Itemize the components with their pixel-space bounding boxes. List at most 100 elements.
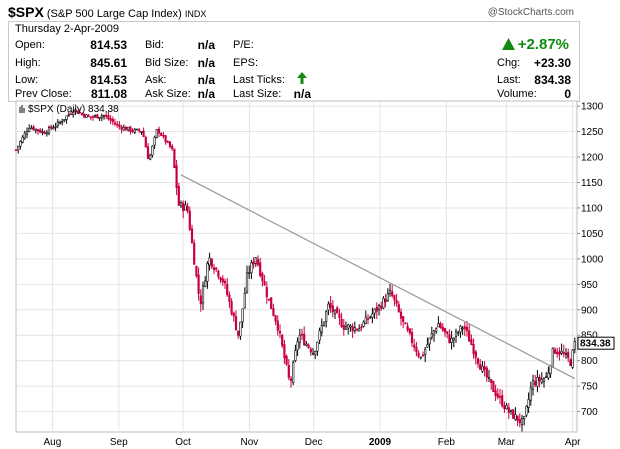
stockcharts-credit[interactable]: @StockCharts.com <box>487 7 574 18</box>
candle-body <box>179 202 183 207</box>
candle-body <box>47 127 51 134</box>
candle-body <box>164 135 167 143</box>
x-tick-label: Feb <box>438 437 456 448</box>
candle-body <box>320 325 323 333</box>
candle-body <box>287 365 290 378</box>
candle-body <box>520 418 524 425</box>
candle-body <box>223 280 227 284</box>
candle-body <box>118 124 121 127</box>
candle-body <box>234 315 238 331</box>
candle-body <box>113 122 117 125</box>
candle-body <box>327 303 330 311</box>
legend-text: $SPX (Daily) 834.38 <box>28 104 119 115</box>
candle-body <box>421 354 425 357</box>
candle-body <box>314 351 317 355</box>
pe-label: P/E: <box>233 39 254 51</box>
candle-body <box>250 262 253 274</box>
candle-body <box>30 127 33 130</box>
candle-body <box>32 126 35 131</box>
legend: $SPX (Daily) 834.38 <box>19 104 119 115</box>
candle-body <box>375 306 378 312</box>
eps-label: EPS: <box>233 57 259 69</box>
candle-body <box>133 129 136 133</box>
y-tick-label: 750 <box>581 382 598 393</box>
y-tick-label: 700 <box>581 407 598 418</box>
last-price-label: 834.38 <box>580 339 611 350</box>
candle-body <box>146 146 150 160</box>
candle-legend-icon <box>19 105 25 113</box>
candle-body <box>45 132 48 135</box>
candle-body <box>127 126 130 131</box>
last-ticks-label: Last Ticks: <box>233 74 285 86</box>
candle-body <box>17 145 20 151</box>
y-tick-label: 900 <box>581 305 598 316</box>
candle-body <box>424 348 427 355</box>
candle-body <box>426 344 429 348</box>
candle-body <box>281 334 284 346</box>
candle-body <box>430 333 433 338</box>
candle-body <box>94 115 97 117</box>
candle-body <box>201 285 205 304</box>
price-chart: 700 750 800 850 900 950 1000 1050 1100 1150 1200 12… <box>14 100 615 448</box>
candle-body <box>545 376 548 378</box>
candle-body <box>168 141 172 148</box>
candles <box>14 108 576 432</box>
candle-body <box>36 129 40 132</box>
candle-body <box>492 381 495 393</box>
candle-body <box>498 395 502 398</box>
candle-body <box>285 355 288 365</box>
candle-body <box>248 272 251 274</box>
candle-body <box>116 123 119 126</box>
candle-body <box>333 309 337 315</box>
candle-body <box>111 118 114 123</box>
candle-body <box>61 121 64 123</box>
candle-body <box>129 126 132 132</box>
candle-body <box>538 376 541 382</box>
candle-body <box>89 116 92 119</box>
candle-body <box>138 129 141 132</box>
candle-body <box>109 118 112 121</box>
candle-body <box>362 321 365 327</box>
candle-body <box>329 302 332 308</box>
up-triangle-icon <box>501 38 515 50</box>
candle-body <box>373 308 376 314</box>
candle-body <box>256 259 260 266</box>
candle-body <box>102 114 106 117</box>
candle-body <box>228 294 231 302</box>
candle-body <box>135 128 139 131</box>
candle-body <box>210 258 213 267</box>
candle-body <box>536 377 539 387</box>
exchange: INDX <box>184 9 207 19</box>
candle-body <box>305 343 308 346</box>
candle-body <box>371 313 374 318</box>
candle-body <box>406 325 409 331</box>
candle-body <box>41 131 44 133</box>
high-value: 845.61 <box>90 56 127 70</box>
candle-body <box>254 257 257 264</box>
candle-body <box>91 116 95 118</box>
candle-body <box>221 278 224 283</box>
candle-body <box>450 337 453 344</box>
candle-body <box>182 202 185 211</box>
prev-close-label: Prev Close: <box>15 88 72 100</box>
trendline <box>180 174 576 380</box>
candle-body <box>463 326 466 330</box>
candle-body <box>208 257 211 266</box>
candle-body <box>344 326 348 330</box>
symbol: $SPX <box>8 4 44 20</box>
candle-body <box>509 409 513 412</box>
x-tick-label: Nov <box>240 437 258 448</box>
candle-body <box>34 128 37 131</box>
candle-body <box>338 313 341 319</box>
candle-body <box>503 405 506 410</box>
candle-body <box>369 316 372 319</box>
last-label: Last: <box>497 74 521 86</box>
candle-body <box>410 332 414 344</box>
candle-body <box>560 350 563 354</box>
prev-close-value: 811.08 <box>90 87 127 101</box>
y-tick-label: 1150 <box>581 178 603 189</box>
chg-value: +23.30 <box>533 56 571 70</box>
y-tick-label: 850 <box>581 331 598 342</box>
candle-body <box>364 316 367 325</box>
candle-body <box>289 378 293 381</box>
